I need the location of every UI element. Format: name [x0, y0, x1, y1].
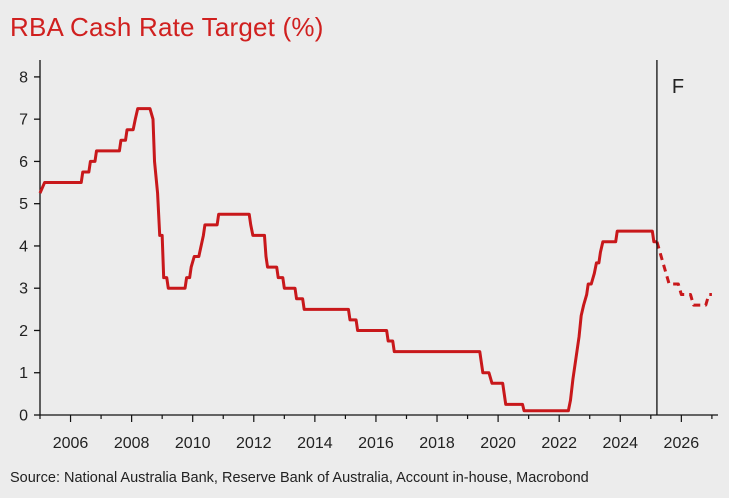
x-tick-label: 2026: [664, 435, 700, 452]
x-tick-label: 2024: [602, 435, 638, 452]
actual-series-line: [38, 107, 657, 413]
x-tick-label: 2010: [175, 435, 211, 452]
x-tick-label: 2020: [480, 435, 516, 452]
x-tick-label: 2014: [297, 435, 333, 452]
y-tick-label: 7: [19, 112, 28, 129]
y-tick-label: 4: [19, 238, 28, 255]
tick-labels: 0 1 2 3 4 5 6 7 8 2006 2008 2010 2012 2014 2016 2018 202…: [19, 69, 699, 452]
forecast-series-line: [655, 241, 712, 307]
y-tick-label: 5: [19, 196, 28, 213]
series-lines: [38, 107, 712, 413]
x-tick-label: 2012: [236, 435, 272, 452]
x-tick-label: 2018: [419, 435, 455, 452]
x-tick-label: 2006: [53, 435, 89, 452]
x-tick-label: 2008: [114, 435, 150, 452]
y-tick-label: 8: [19, 69, 28, 86]
source-note: Source: National Australia Bank, Reserve…: [10, 470, 589, 486]
chart-title: RBA Cash Rate Target (%): [10, 12, 324, 42]
x-tick-label: 2022: [541, 435, 577, 452]
forecast-label: F: [672, 76, 684, 98]
y-tick-label: 6: [19, 154, 28, 171]
y-tick-label: 3: [19, 281, 28, 298]
axes: [34, 60, 718, 422]
y-tick-label: 0: [19, 408, 28, 425]
x-tick-label: 2016: [358, 435, 394, 452]
y-tick-label: 2: [19, 323, 28, 340]
y-tick-label: 1: [19, 365, 28, 382]
